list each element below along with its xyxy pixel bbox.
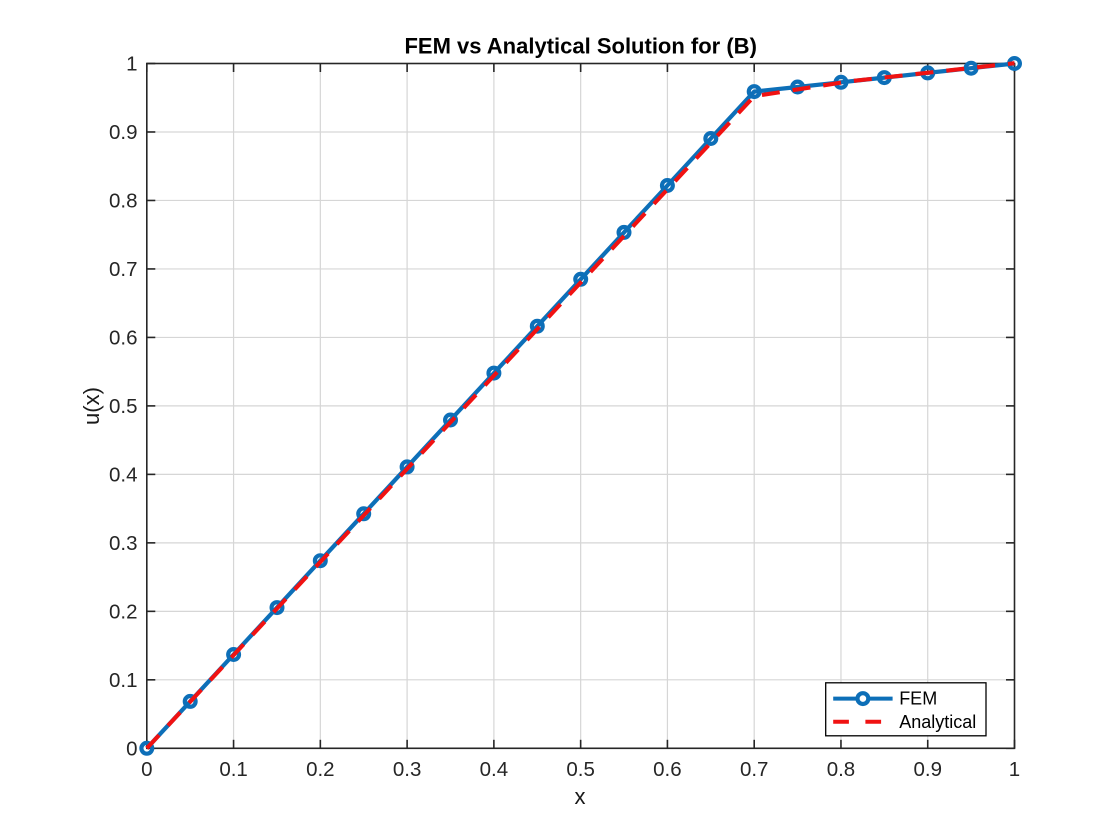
svg-text:FEM vs Analytical Solution for: FEM vs Analytical Solution for (B) bbox=[404, 34, 756, 59]
svg-text:0.5: 0.5 bbox=[109, 395, 138, 418]
svg-text:0: 0 bbox=[141, 758, 152, 781]
svg-text:x: x bbox=[575, 784, 586, 809]
svg-text:0.1: 0.1 bbox=[219, 758, 248, 781]
svg-text:FEM: FEM bbox=[899, 689, 937, 709]
svg-text:0.9: 0.9 bbox=[913, 758, 942, 781]
svg-text:0.3: 0.3 bbox=[393, 758, 422, 781]
svg-text:Analytical: Analytical bbox=[899, 712, 976, 732]
svg-text:0.9: 0.9 bbox=[109, 121, 138, 144]
svg-text:0.4: 0.4 bbox=[480, 758, 509, 781]
svg-text:0.4: 0.4 bbox=[109, 463, 138, 486]
svg-text:0.2: 0.2 bbox=[109, 600, 138, 623]
svg-text:0.5: 0.5 bbox=[566, 758, 595, 781]
svg-text:0.6: 0.6 bbox=[109, 326, 138, 349]
svg-text:0.8: 0.8 bbox=[109, 190, 138, 213]
svg-text:0.6: 0.6 bbox=[653, 758, 682, 781]
svg-text:0.2: 0.2 bbox=[306, 758, 335, 781]
svg-text:u(x): u(x) bbox=[79, 387, 104, 425]
svg-text:0: 0 bbox=[126, 737, 137, 760]
svg-text:0.3: 0.3 bbox=[109, 532, 138, 555]
svg-text:1: 1 bbox=[126, 53, 137, 76]
svg-text:0.8: 0.8 bbox=[827, 758, 856, 781]
svg-text:0.7: 0.7 bbox=[109, 258, 138, 281]
svg-text:1: 1 bbox=[1009, 758, 1020, 781]
svg-text:0.7: 0.7 bbox=[740, 758, 769, 781]
svg-text:0.1: 0.1 bbox=[109, 669, 138, 692]
